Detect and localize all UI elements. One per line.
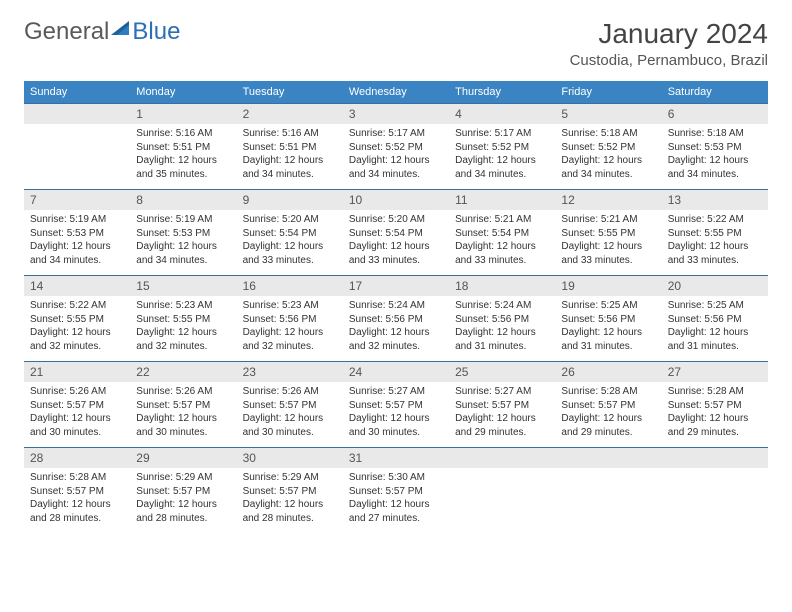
day-body: Sunrise: 5:28 AM Sunset: 5:57 PM Dayligh…: [662, 382, 768, 447]
day-number: 3: [343, 104, 449, 124]
day-body: Sunrise: 5:21 AM Sunset: 5:54 PM Dayligh…: [449, 210, 555, 275]
day-body: [449, 468, 555, 528]
flag-icon: [111, 18, 131, 46]
day-number: 12: [555, 190, 661, 210]
day-number: 25: [449, 362, 555, 382]
logo-text-general: General: [24, 18, 109, 46]
day-number: 11: [449, 190, 555, 210]
day-number: [449, 448, 555, 468]
day-number: 23: [237, 362, 343, 382]
day-body: Sunrise: 5:23 AM Sunset: 5:55 PM Dayligh…: [130, 296, 236, 361]
day-number: 28: [24, 448, 130, 468]
day-number: 6: [662, 104, 768, 124]
day-number: 9: [237, 190, 343, 210]
weekday-header: Sunday: [24, 81, 130, 104]
day-number: 14: [24, 276, 130, 296]
day-body: [555, 468, 661, 528]
day-number: 30: [237, 448, 343, 468]
day-number: 24: [343, 362, 449, 382]
day-body: Sunrise: 5:20 AM Sunset: 5:54 PM Dayligh…: [237, 210, 343, 275]
day-body: Sunrise: 5:23 AM Sunset: 5:56 PM Dayligh…: [237, 296, 343, 361]
weekday-header: Saturday: [662, 81, 768, 104]
day-body: Sunrise: 5:20 AM Sunset: 5:54 PM Dayligh…: [343, 210, 449, 275]
day-body: Sunrise: 5:26 AM Sunset: 5:57 PM Dayligh…: [237, 382, 343, 447]
logo-text-blue: Blue: [132, 18, 180, 46]
day-body: Sunrise: 5:25 AM Sunset: 5:56 PM Dayligh…: [662, 296, 768, 361]
day-number: 13: [662, 190, 768, 210]
day-number: [662, 448, 768, 468]
day-number: 10: [343, 190, 449, 210]
day-body: Sunrise: 5:19 AM Sunset: 5:53 PM Dayligh…: [24, 210, 130, 275]
day-body: Sunrise: 5:17 AM Sunset: 5:52 PM Dayligh…: [449, 124, 555, 189]
day-body: Sunrise: 5:17 AM Sunset: 5:52 PM Dayligh…: [343, 124, 449, 189]
day-number: 27: [662, 362, 768, 382]
week-daynum-row: 28Sunrise: 5:28 AM Sunset: 5:57 PM Dayli…: [24, 448, 768, 534]
calendar-table: Sunday Monday Tuesday Wednesday Thursday…: [24, 81, 768, 533]
day-body: [662, 468, 768, 528]
weekday-header: Monday: [130, 81, 236, 104]
day-number: 5: [555, 104, 661, 124]
day-body: Sunrise: 5:24 AM Sunset: 5:56 PM Dayligh…: [343, 296, 449, 361]
day-number: [24, 104, 130, 124]
day-body: Sunrise: 5:28 AM Sunset: 5:57 PM Dayligh…: [555, 382, 661, 447]
day-body: Sunrise: 5:27 AM Sunset: 5:57 PM Dayligh…: [343, 382, 449, 447]
day-body: Sunrise: 5:19 AM Sunset: 5:53 PM Dayligh…: [130, 210, 236, 275]
day-body: Sunrise: 5:27 AM Sunset: 5:57 PM Dayligh…: [449, 382, 555, 447]
week-daynum-row: 14Sunrise: 5:22 AM Sunset: 5:55 PM Dayli…: [24, 276, 768, 362]
day-body: Sunrise: 5:25 AM Sunset: 5:56 PM Dayligh…: [555, 296, 661, 361]
day-body: Sunrise: 5:21 AM Sunset: 5:55 PM Dayligh…: [555, 210, 661, 275]
day-number: 8: [130, 190, 236, 210]
day-number: 20: [662, 276, 768, 296]
day-body: Sunrise: 5:18 AM Sunset: 5:53 PM Dayligh…: [662, 124, 768, 189]
weekday-header: Friday: [555, 81, 661, 104]
day-body: Sunrise: 5:22 AM Sunset: 5:55 PM Dayligh…: [662, 210, 768, 275]
day-body: Sunrise: 5:26 AM Sunset: 5:57 PM Dayligh…: [24, 382, 130, 447]
title-block: January 2024 Custodia, Pernambuco, Brazi…: [570, 18, 768, 69]
day-number: 16: [237, 276, 343, 296]
day-body: Sunrise: 5:16 AM Sunset: 5:51 PM Dayligh…: [130, 124, 236, 189]
day-body: Sunrise: 5:16 AM Sunset: 5:51 PM Dayligh…: [237, 124, 343, 189]
weekday-header: Thursday: [449, 81, 555, 104]
day-number: 2: [237, 104, 343, 124]
day-number: 1: [130, 104, 236, 124]
day-body: [24, 124, 130, 184]
day-number: 4: [449, 104, 555, 124]
day-number: 21: [24, 362, 130, 382]
day-number: 7: [24, 190, 130, 210]
day-body: Sunrise: 5:18 AM Sunset: 5:52 PM Dayligh…: [555, 124, 661, 189]
weekday-header: Tuesday: [237, 81, 343, 104]
week-daynum-row: 7Sunrise: 5:19 AM Sunset: 5:53 PM Daylig…: [24, 190, 768, 276]
week-daynum-row: 21Sunrise: 5:26 AM Sunset: 5:57 PM Dayli…: [24, 362, 768, 448]
week-daynum-row: 1Sunrise: 5:16 AM Sunset: 5:51 PM Daylig…: [24, 104, 768, 190]
logo: General Blue: [24, 18, 180, 46]
day-body: Sunrise: 5:28 AM Sunset: 5:57 PM Dayligh…: [24, 468, 130, 533]
day-body: Sunrise: 5:22 AM Sunset: 5:55 PM Dayligh…: [24, 296, 130, 361]
month-title: January 2024: [570, 18, 768, 50]
day-number: 26: [555, 362, 661, 382]
day-number: 22: [130, 362, 236, 382]
weekday-header: Wednesday: [343, 81, 449, 104]
day-body: Sunrise: 5:29 AM Sunset: 5:57 PM Dayligh…: [237, 468, 343, 533]
day-body: Sunrise: 5:30 AM Sunset: 5:57 PM Dayligh…: [343, 468, 449, 533]
day-body: Sunrise: 5:29 AM Sunset: 5:57 PM Dayligh…: [130, 468, 236, 533]
weekday-header-row: Sunday Monday Tuesday Wednesday Thursday…: [24, 81, 768, 104]
day-number: 29: [130, 448, 236, 468]
location: Custodia, Pernambuco, Brazil: [570, 52, 768, 69]
day-body: Sunrise: 5:24 AM Sunset: 5:56 PM Dayligh…: [449, 296, 555, 361]
header: General Blue January 2024 Custodia, Pern…: [24, 18, 768, 69]
day-number: 17: [343, 276, 449, 296]
day-number: 19: [555, 276, 661, 296]
day-body: Sunrise: 5:26 AM Sunset: 5:57 PM Dayligh…: [130, 382, 236, 447]
day-number: [555, 448, 661, 468]
day-number: 18: [449, 276, 555, 296]
day-number: 15: [130, 276, 236, 296]
day-number: 31: [343, 448, 449, 468]
